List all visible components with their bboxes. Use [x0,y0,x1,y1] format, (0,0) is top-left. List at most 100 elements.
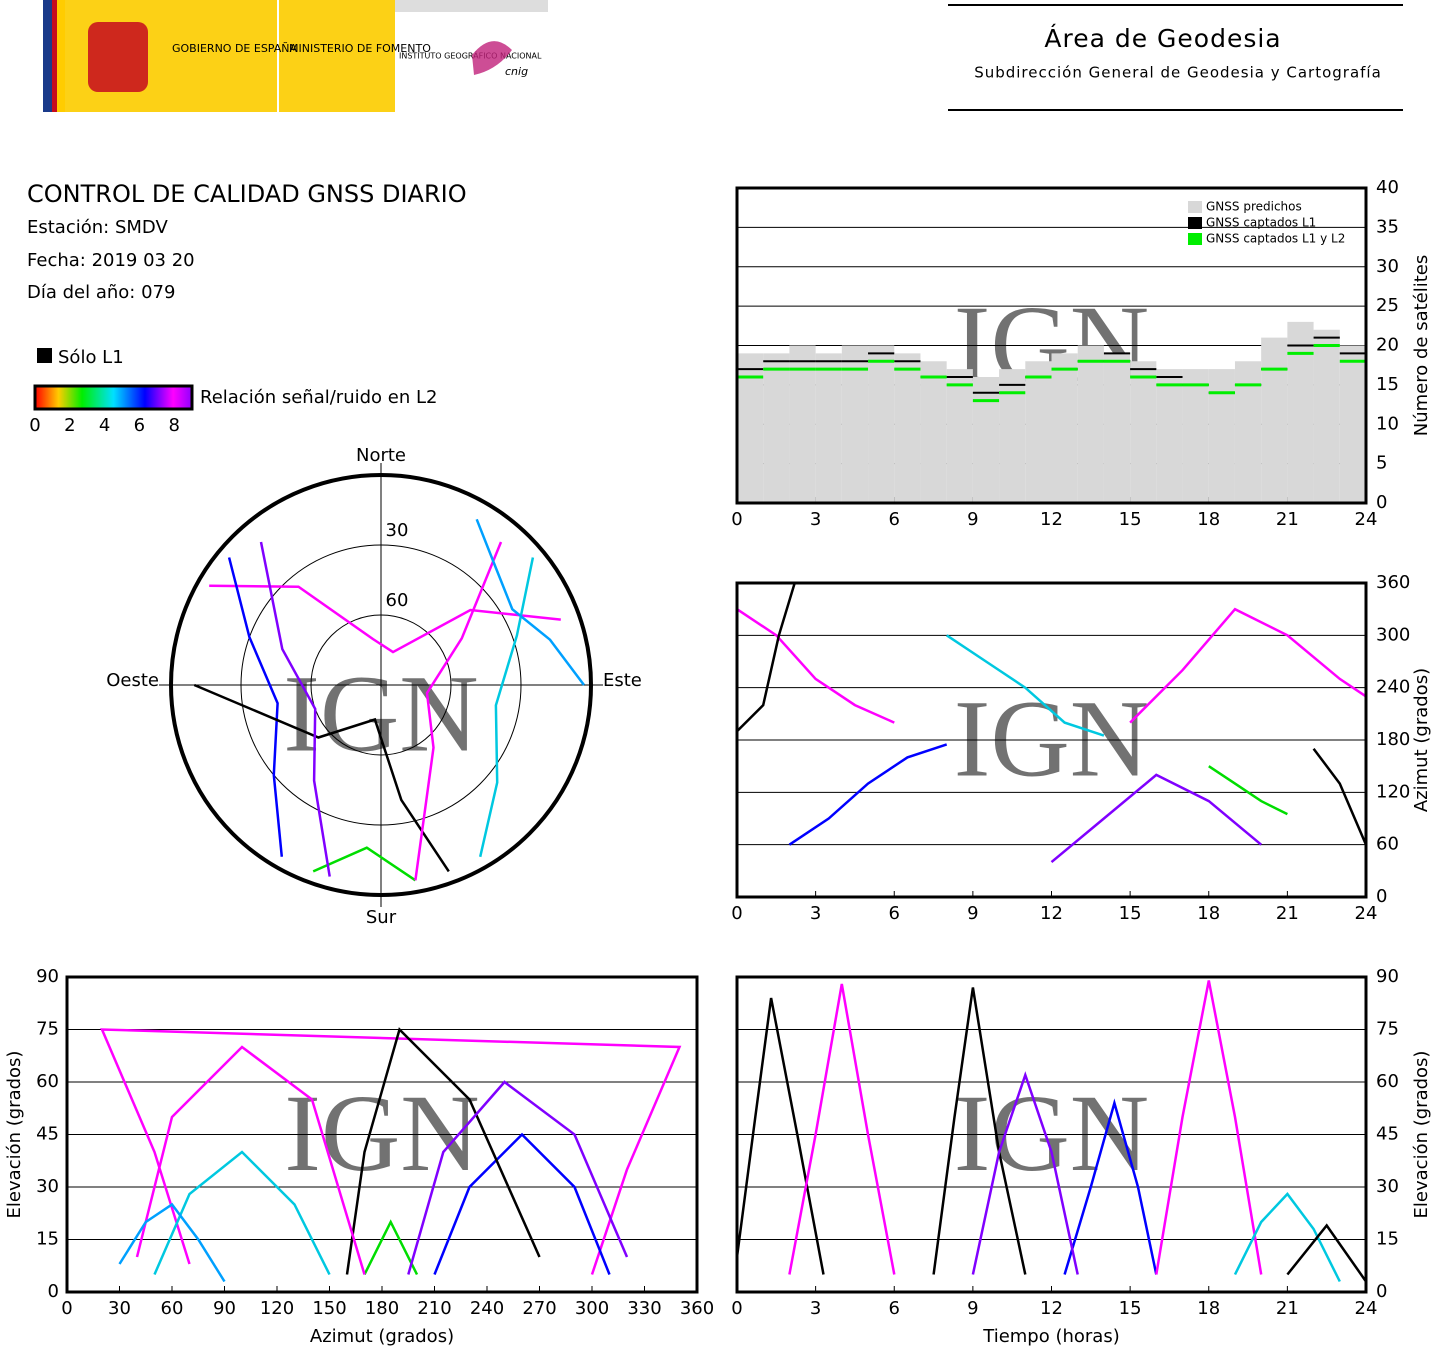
satellite-track [1129,607,1367,724]
legend-label: GNSS captados L1 [1206,216,1316,230]
x-axis-label: Tiempo (horas) [982,1326,1120,1347]
satellite-track [363,1219,419,1276]
y-tick-label: 40 [1376,177,1399,198]
cnig-logo [472,41,512,75]
satellite-track [153,1150,331,1276]
elevation-ring [310,614,452,756]
date: Fecha: 2019 03 20 [27,250,195,271]
x-tick-label: 15 [1119,509,1142,530]
colorbar-tick: 8 [168,415,179,436]
predicted-step [763,353,790,503]
x-tick-label: 24 [1355,509,1378,530]
y-tick-label: 90 [1376,966,1399,987]
watermark: IGN [954,1072,1150,1194]
x-tick-label: 90 [213,1298,236,1319]
east-label: Este [603,670,642,691]
x-tick-label: 3 [810,1298,821,1319]
x-tick-label: 120 [260,1298,294,1319]
x-tick-label: 15 [1119,903,1142,924]
satellite-track [736,608,895,724]
x-tick-label: 18 [1197,903,1220,924]
ign-name: INSTITUTO GEOGRÁFICO NACIONAL [399,50,542,61]
y-tick-label: 0 [1376,492,1387,513]
satellite-track [259,541,331,877]
area-title: Área de Geodesia [1044,24,1281,53]
x-tick-label: 180 [365,1298,399,1319]
predicted-step [1156,369,1183,503]
ring-label: 30 [386,520,409,541]
predicted-step [999,369,1026,503]
predicted-step [1130,361,1157,503]
colorbar-tick: 6 [134,415,145,436]
watermark: IGN [954,677,1150,799]
satellite-track [475,518,585,686]
predicted-step [1339,345,1366,503]
x-tick-label: 18 [1197,1298,1220,1319]
y-tick-label: 10 [1376,413,1399,434]
coat-of-arms [88,22,148,92]
y-axis-label: Elevación (grados) [1411,1051,1432,1219]
y-tick-label: 240 [1376,677,1410,698]
legend-label: GNSS predichos [1206,200,1302,214]
y-tick-label: 300 [1376,624,1410,645]
satellite-track [414,541,503,881]
colorbar-tick: 4 [99,415,110,436]
predicted-step [815,353,842,503]
predicted-step [1182,369,1209,503]
satellite-track [788,983,896,1275]
x-tick-label: 3 [810,903,821,924]
x-tick-label: 21 [1276,903,1299,924]
legend-swatch [1188,201,1202,213]
satellite-track [788,743,948,846]
subdireccion: Subdirección General de Geodesia y Carto… [974,64,1382,82]
cnig-name: cnig [505,65,528,78]
satellite-track [312,846,417,882]
x-tick-label: 300 [575,1298,609,1319]
predicted-step [972,377,1000,503]
x-tick-label: 21 [1276,509,1299,530]
satellite-track [971,1071,1079,1275]
satellite-track [227,557,284,857]
plot-frame [65,975,699,1294]
satellite-track [1286,1223,1368,1283]
y-tick-label: 35 [1376,216,1399,237]
y-tick-label: 30 [1376,1176,1399,1197]
x-tick-label: 30 [108,1298,131,1319]
satellite-track [135,1045,366,1275]
report-title: CONTROL DE CALIDAD GNSS DIARIO [27,180,467,208]
y-tick-label: 0 [48,1281,59,1302]
predicted-step [946,369,973,503]
satellite-track [932,987,1027,1275]
y-tick-label: 60 [1376,1071,1399,1092]
y-tick-label: 15 [1376,1229,1399,1250]
satellite-track [1063,1098,1158,1275]
plot-frame [735,975,1368,1294]
y-axis-label: Número de satélites [1411,255,1432,437]
y-tick-label: 360 [1376,572,1410,593]
x-tick-label: 0 [731,903,742,924]
x-tick-label: 60 [161,1298,184,1319]
y-tick-label: 25 [1376,295,1399,316]
x-tick-label: 15 [1119,1298,1142,1319]
predicted-step [894,353,921,503]
colorbar-label: Relación señal/ruido en L2 [200,387,437,408]
x-tick-label: 24 [1355,1298,1378,1319]
predicted-step [1051,353,1078,503]
satellite-track [193,683,450,873]
satellite-track [209,584,561,654]
y-tick-label: 15 [1376,374,1399,395]
x-tick-label: 24 [1355,903,1378,924]
x-tick-label: 12 [1040,1298,1063,1319]
colorbar-tick: 2 [64,415,75,436]
x-tick-label: 9 [967,1298,978,1319]
north-label: Norte [356,445,406,466]
x-tick-label: 0 [731,1298,742,1319]
satellite-track [100,1028,682,1275]
west-label: Oeste [106,670,159,691]
flag-band [52,0,57,112]
x-tick-label: 360 [680,1298,714,1319]
y-tick-label: 120 [1376,781,1410,802]
x-tick-label: 3 [810,509,821,530]
satellite-track [1050,773,1262,864]
